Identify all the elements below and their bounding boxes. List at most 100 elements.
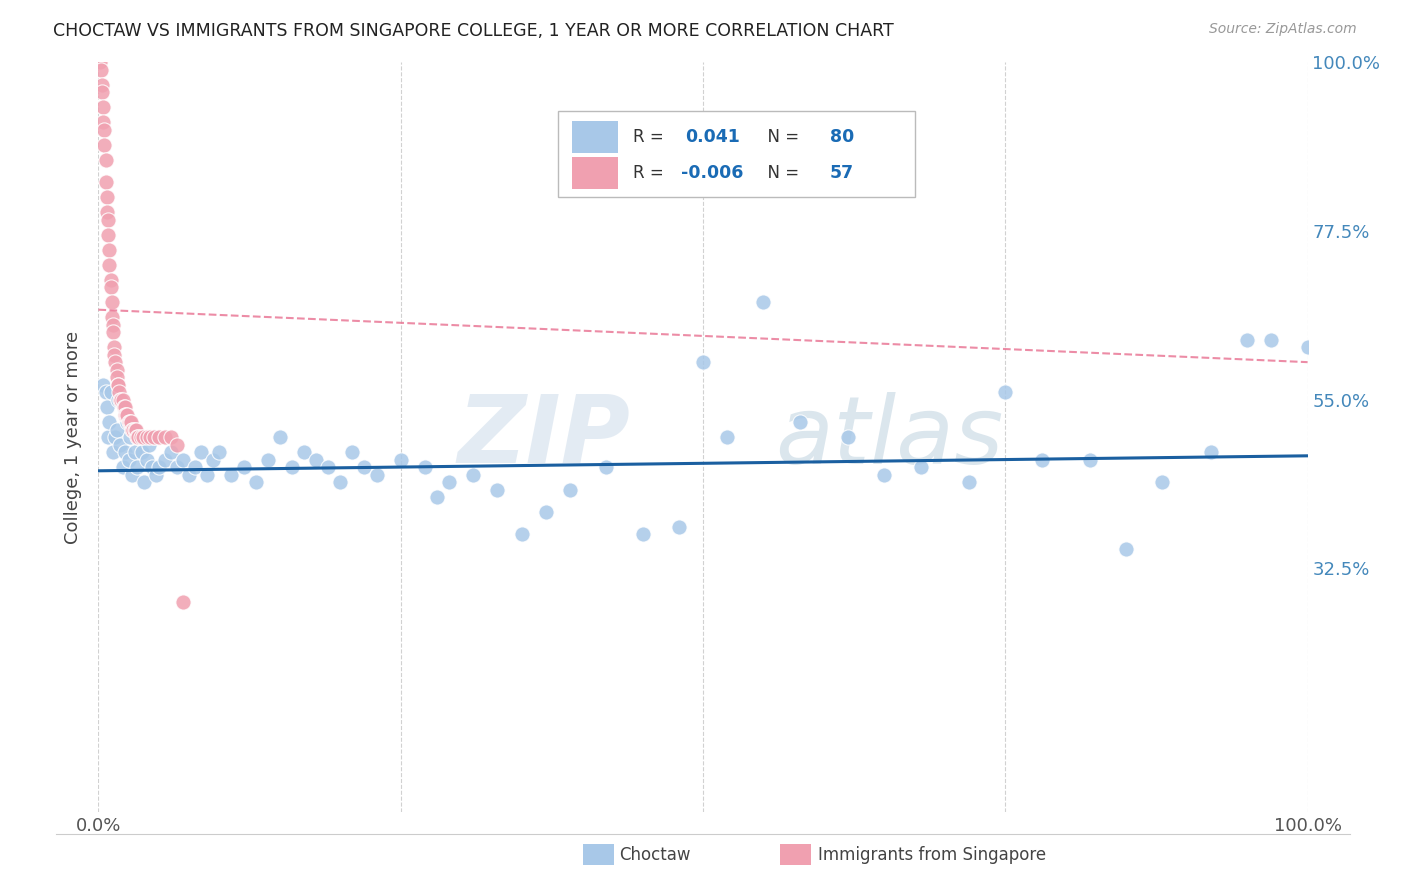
Point xyxy=(190,445,212,459)
Point xyxy=(208,445,231,459)
Point xyxy=(463,467,485,482)
Point xyxy=(103,340,125,354)
Point xyxy=(1078,452,1101,467)
Point xyxy=(108,392,131,407)
Point xyxy=(145,467,167,482)
Point xyxy=(97,227,120,242)
Point xyxy=(1115,542,1137,557)
Point xyxy=(127,430,149,444)
Text: N =: N = xyxy=(758,128,804,146)
Text: CHOCTAW VS IMMIGRANTS FROM SINGAPORE COLLEGE, 1 YEAR OR MORE CORRELATION CHART: CHOCTAW VS IMMIGRANTS FROM SINGAPORE COL… xyxy=(53,22,894,40)
Point xyxy=(89,55,111,70)
Point xyxy=(184,460,207,475)
Text: Immigrants from Singapore: Immigrants from Singapore xyxy=(818,846,1046,863)
Point xyxy=(994,385,1017,400)
Point xyxy=(1236,333,1258,347)
Point xyxy=(98,243,121,257)
Point xyxy=(125,423,148,437)
Point xyxy=(91,100,114,114)
Point xyxy=(127,460,149,475)
Text: 0.041: 0.041 xyxy=(685,128,740,146)
Point xyxy=(105,370,128,384)
Point xyxy=(118,452,141,467)
Point xyxy=(115,408,138,422)
Point xyxy=(105,362,128,376)
Text: Choctaw: Choctaw xyxy=(619,846,690,863)
Point xyxy=(111,392,134,407)
Point xyxy=(118,415,141,429)
Point xyxy=(107,377,129,392)
Point xyxy=(595,460,617,475)
Point xyxy=(94,153,117,167)
Point xyxy=(1296,340,1319,354)
Point xyxy=(789,415,811,429)
Point xyxy=(179,467,201,482)
Point xyxy=(100,385,122,400)
Point xyxy=(316,460,339,475)
Point xyxy=(90,62,112,77)
Point xyxy=(101,325,124,339)
Point xyxy=(128,430,150,444)
Point xyxy=(135,430,157,444)
Point xyxy=(96,190,118,204)
Point xyxy=(910,460,932,475)
Point xyxy=(94,385,117,400)
Point xyxy=(138,437,160,451)
Point xyxy=(172,595,194,609)
Point xyxy=(245,475,267,489)
Point xyxy=(353,460,375,475)
Point xyxy=(148,430,170,444)
Point xyxy=(281,460,304,475)
Point xyxy=(101,445,124,459)
Point xyxy=(131,445,153,459)
Y-axis label: College, 1 year or more: College, 1 year or more xyxy=(63,331,82,543)
Point xyxy=(97,430,120,444)
Text: -0.006: -0.006 xyxy=(682,164,744,182)
Text: N =: N = xyxy=(758,164,804,182)
Point xyxy=(692,355,714,369)
Point xyxy=(124,445,146,459)
Point xyxy=(143,430,166,444)
Point xyxy=(91,86,114,100)
Point xyxy=(153,430,176,444)
Point xyxy=(121,423,143,437)
Point xyxy=(256,452,278,467)
Point xyxy=(437,475,460,489)
Point xyxy=(100,273,122,287)
Point xyxy=(160,430,183,444)
Point xyxy=(873,467,896,482)
Point xyxy=(107,392,129,407)
Point xyxy=(118,430,141,444)
Point xyxy=(93,123,115,137)
Point xyxy=(172,452,194,467)
Point xyxy=(101,318,124,332)
Point xyxy=(139,430,162,444)
Point xyxy=(134,475,156,489)
Point xyxy=(118,415,141,429)
Point xyxy=(957,475,980,489)
Point xyxy=(716,430,738,444)
Point xyxy=(837,430,859,444)
Point xyxy=(127,430,149,444)
Point xyxy=(1152,475,1174,489)
Point xyxy=(107,377,129,392)
Point xyxy=(104,430,127,444)
Text: R =: R = xyxy=(633,164,669,182)
Point xyxy=(202,452,225,467)
Point xyxy=(366,467,388,482)
Point xyxy=(1260,333,1282,347)
Point xyxy=(342,445,364,459)
Point xyxy=(100,295,122,310)
Point xyxy=(534,505,557,519)
Point xyxy=(121,467,143,482)
Point xyxy=(486,483,509,497)
Point xyxy=(117,408,139,422)
Point xyxy=(1031,452,1053,467)
Point xyxy=(153,452,176,467)
Point xyxy=(91,377,114,392)
Text: Source: ZipAtlas.com: Source: ZipAtlas.com xyxy=(1209,22,1357,37)
Point xyxy=(111,460,134,475)
Point xyxy=(305,452,328,467)
Point xyxy=(103,348,125,362)
Point xyxy=(120,415,142,429)
